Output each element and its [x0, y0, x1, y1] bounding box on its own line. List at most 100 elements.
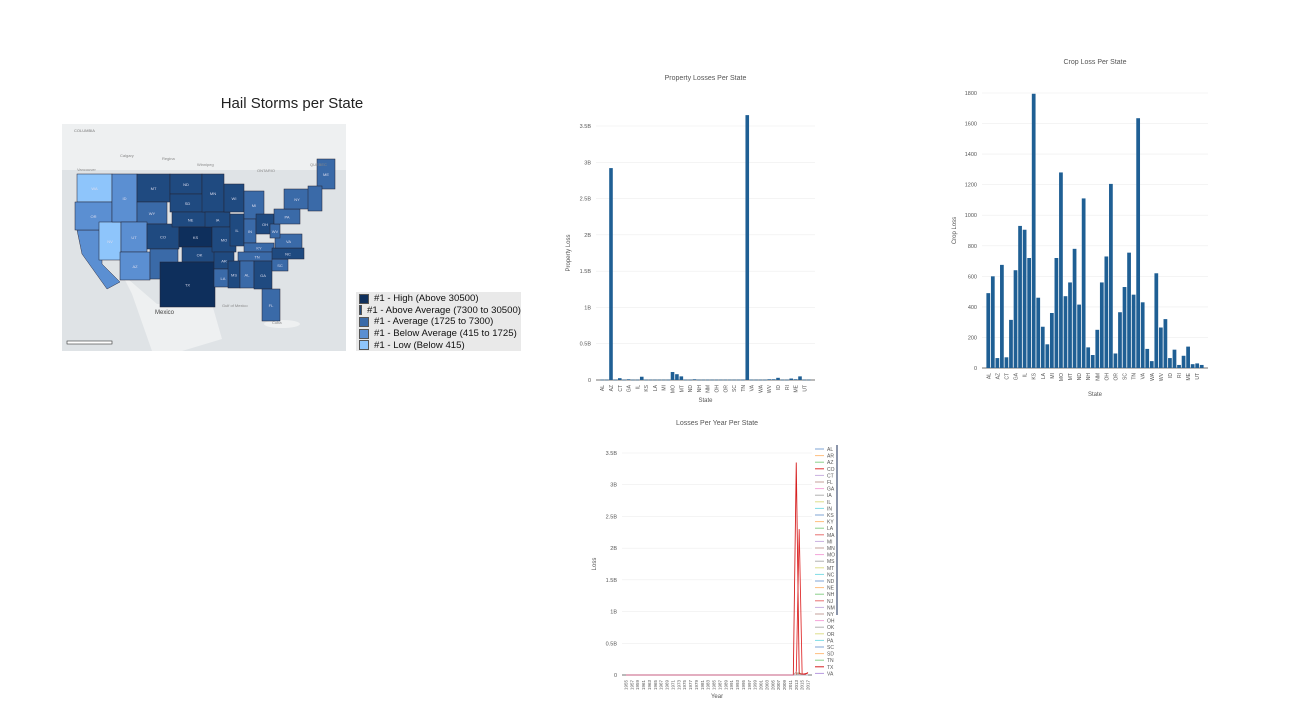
property-chart-xtick-label: MO	[671, 385, 677, 393]
line-legend-label[interactable]: FL	[827, 480, 833, 486]
legend-item-below-average[interactable]: #1 - Below Average (415 to 1725)	[359, 328, 521, 340]
line-chart-xtick-label: 1989	[723, 680, 728, 691]
property-chart-xtick-label: OR	[723, 385, 729, 393]
legend-item-high[interactable]: #1 - High (Above 30500)	[359, 293, 521, 305]
line-chart-xtick-label: 1987	[717, 680, 722, 691]
line-legend-label[interactable]: PA	[827, 638, 834, 644]
place-label: Calgary	[120, 153, 134, 158]
state-FL[interactable]	[261, 288, 281, 322]
crop-chart-bar-RI	[1177, 364, 1181, 368]
line-legend-label[interactable]: KY	[827, 520, 834, 526]
line-legend-label[interactable]: CO	[827, 467, 835, 473]
line-legend-label[interactable]: OH	[827, 619, 835, 625]
line-legend-label[interactable]: CT	[827, 473, 834, 479]
crop-chart-xtick-label: ID	[1168, 373, 1174, 378]
legend-item-low[interactable]: #1 - Low (Below 415)	[359, 339, 521, 351]
crop-chart-bar-VA	[1140, 302, 1145, 368]
line-legend-label[interactable]: IL	[827, 500, 831, 506]
line-chart-xtick-label: 1997	[747, 680, 752, 691]
line-legend-label[interactable]: IN	[827, 506, 832, 512]
state-ID[interactable]	[111, 173, 138, 223]
property-chart-bar-MO	[670, 372, 675, 380]
property-chart-xtick-label: CT	[618, 385, 624, 392]
line-legend-label[interactable]: MA	[827, 533, 835, 539]
line-legend-label[interactable]: GA	[827, 487, 835, 493]
crop-chart-xtick-label: MT	[1068, 373, 1074, 380]
map-canvas[interactable]: WAORNVIDMTWYUTAZCONMNDSDNEKSOKTXMNIAMOAR…	[62, 124, 346, 351]
state-label: AR	[221, 259, 227, 264]
line-chart-xtick-label: 1981	[700, 680, 705, 691]
state-label: ME	[323, 172, 329, 177]
state-UT[interactable]	[120, 221, 148, 253]
legend-swatch	[359, 340, 369, 351]
legend-scrollbar[interactable]	[836, 445, 838, 615]
line-legend-label[interactable]: AL	[827, 447, 833, 453]
line-legend-label[interactable]: MN	[827, 546, 835, 552]
legend-item-above-average[interactable]: #1 - Above Average (7300 to 30500)	[359, 305, 521, 317]
line-legend-label[interactable]: TN	[827, 658, 834, 664]
state-label: SD	[185, 201, 191, 206]
property-chart-xtick-label: ND	[688, 385, 694, 393]
crop-chart-bar-AR	[990, 276, 995, 368]
line-legend-label[interactable]: AR	[827, 454, 834, 460]
crop-chart-bar-GA	[1013, 270, 1018, 368]
state-WA[interactable]	[76, 173, 113, 203]
property-chart-xtick-label: WA	[758, 384, 764, 393]
line-chart-xtick-label: 1971	[670, 680, 675, 691]
state-label: AL	[245, 273, 251, 278]
line-chart-xtick-label: 1963	[647, 680, 652, 691]
property-chart-bar-OR	[723, 379, 728, 381]
property-chart-xtick-label: IL	[635, 385, 641, 389]
state-VA[interactable]	[274, 233, 303, 249]
line-chart-xlabel: Year	[711, 694, 723, 700]
property-chart-bar-IL	[635, 379, 640, 381]
line-chart-xtick-label: 2017	[806, 680, 811, 691]
line-legend-label[interactable]: KS	[827, 513, 834, 519]
line-chart-ytick-label: 1B	[610, 610, 617, 616]
crop-chart-xtick-label: NH	[1086, 373, 1092, 381]
line-legend-label[interactable]: NC	[827, 572, 835, 578]
line-legend-label[interactable]: NY	[827, 612, 835, 618]
line-legend-label[interactable]: MS	[827, 559, 835, 565]
state-MT[interactable]	[136, 173, 171, 203]
legend-item-average[interactable]: #1 - Average (1725 to 7300)	[359, 316, 521, 328]
line-chart-xtick-label: 1999	[753, 680, 758, 691]
property-chart-bar-NE	[692, 379, 697, 380]
property-chart-bar-WY	[771, 379, 776, 380]
line-legend-label[interactable]: NM	[827, 605, 835, 611]
state-label: WY	[149, 211, 156, 216]
line-legend-label[interactable]: TX	[827, 665, 834, 671]
crop-chart-ytick-label: 1400	[965, 152, 977, 158]
property-chart-bar-TX	[745, 115, 750, 380]
state-ME[interactable]	[316, 158, 336, 190]
crop-chart-xtick-label: AL	[986, 373, 992, 379]
line-legend-label[interactable]: SD	[827, 652, 834, 658]
line-legend-label[interactable]: IA	[827, 493, 832, 499]
legend-label: #1 - Low (Below 415)	[374, 339, 465, 351]
line-legend-label[interactable]: MI	[827, 539, 833, 545]
state-NE_STATES[interactable]	[307, 185, 323, 212]
crop-chart-bar-WV	[1158, 327, 1163, 368]
line-legend-label[interactable]: NH	[827, 592, 835, 598]
choropleth-map[interactable]: WAORNVIDMTWYUTAZCONMNDSDNEKSOKTXMNIAMOAR…	[62, 124, 346, 351]
line-legend-label[interactable]: AZ	[827, 460, 833, 466]
scale-bar	[66, 340, 113, 345]
line-legend-label[interactable]: OR	[827, 632, 835, 638]
line-legend-label[interactable]: MO	[827, 553, 835, 559]
line-legend-label[interactable]: NE	[827, 586, 835, 592]
line-legend-label[interactable]: MT	[827, 566, 834, 572]
state-label: MS	[231, 273, 237, 278]
line-legend-label[interactable]: VA	[827, 671, 834, 677]
place-label: ONTARIO	[257, 168, 275, 173]
legend-label: #1 - Above Average (7300 to 30500)	[367, 304, 521, 316]
line-legend-label[interactable]: OK	[827, 625, 835, 631]
property-chart-bar-DE	[780, 379, 785, 381]
line-legend-label[interactable]: ND	[827, 579, 835, 585]
line-chart-ytick-label: 2B	[610, 546, 617, 552]
line-legend-label[interactable]: NJ	[827, 599, 834, 605]
line-legend-label[interactable]: LA	[827, 526, 834, 532]
line-chart-xtick-label: 2001	[759, 680, 764, 691]
line-legend-label[interactable]: SC	[827, 645, 834, 651]
state-TX[interactable]	[159, 261, 216, 308]
cuba-land	[264, 320, 300, 328]
